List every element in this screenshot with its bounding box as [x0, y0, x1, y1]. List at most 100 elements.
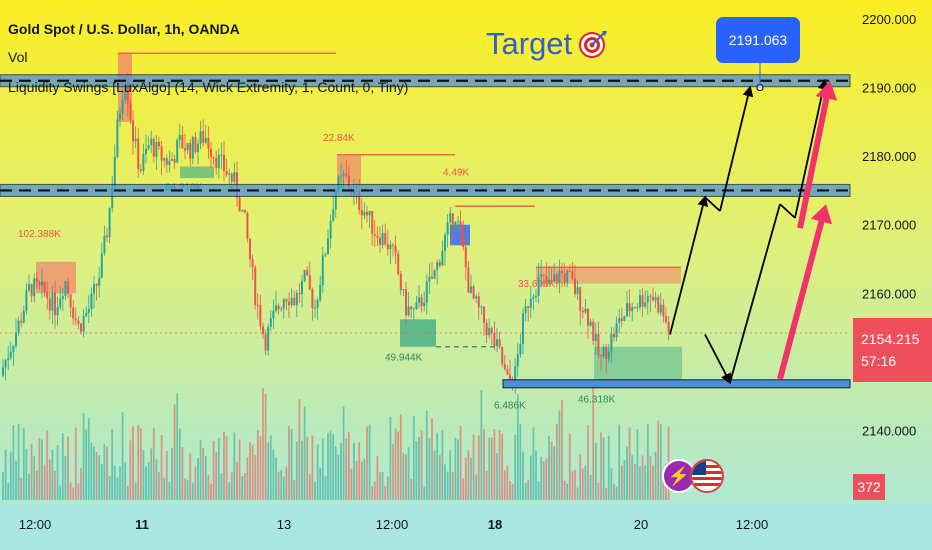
target-annotation: Target: [486, 26, 608, 62]
volume-bar: [363, 459, 366, 500]
volume-bar: [275, 457, 277, 500]
candle-body: [28, 284, 30, 291]
volume-bar: [64, 456, 67, 500]
candle-body: [74, 318, 77, 321]
candle-body: [363, 211, 366, 216]
candle-body: [368, 210, 371, 216]
candle-body: [80, 323, 82, 332]
candle-body: [233, 172, 236, 182]
volume-bar: [303, 406, 306, 500]
candle-body: [249, 238, 251, 260]
candle-body: [516, 354, 519, 367]
volume-bar: [111, 429, 114, 500]
candle-body: [420, 297, 423, 307]
candle-body: [15, 332, 17, 346]
candle-body: [379, 237, 381, 245]
volume-bar: [126, 486, 129, 500]
volume-bar: [602, 437, 605, 500]
y-axis-label: 2170.000: [862, 218, 916, 233]
candle-body: [303, 269, 306, 281]
candle-body: [490, 328, 493, 334]
volume-bar: [441, 430, 444, 500]
volume-bar: [410, 479, 413, 500]
candle-body: [20, 320, 23, 323]
volume-value-badge: 372: [853, 474, 885, 500]
candle-body: [558, 270, 561, 284]
volume-bar: [139, 428, 142, 500]
volume-bar: [524, 483, 527, 500]
volume-bar: [345, 438, 348, 500]
volume-bar: [269, 435, 272, 500]
volume-bar: [199, 439, 202, 500]
volume-bar: [215, 452, 218, 500]
time-axis-band: [0, 505, 932, 550]
volume-bar: [38, 438, 41, 500]
candle-body: [488, 328, 491, 336]
candle-body: [498, 339, 501, 347]
volume-bar: [389, 416, 392, 500]
candle-body: [41, 281, 43, 286]
volume-bar: [54, 470, 56, 500]
volume-bar: [563, 480, 566, 500]
candle-body: [373, 234, 376, 236]
candle-body: [178, 135, 181, 140]
volume-bar: [236, 462, 238, 500]
candle-body: [59, 298, 62, 308]
projection-arrows: [669, 78, 838, 385]
volume-bar: [535, 450, 537, 500]
volume-bar: [160, 435, 163, 500]
candle-body: [384, 232, 387, 245]
candle-body: [514, 366, 517, 386]
volume-bar: [4, 449, 7, 500]
candle-body: [475, 296, 478, 299]
volume-bar: [503, 470, 506, 500]
volume-bar: [558, 410, 561, 500]
economic-events[interactable]: ⚡: [662, 459, 724, 493]
volume-bar: [288, 425, 290, 500]
volume-bar: [550, 441, 553, 500]
candle-body: [594, 333, 597, 341]
candle-body: [415, 302, 418, 309]
volume-bar: [249, 442, 251, 500]
volume-bar: [545, 458, 548, 500]
candle-body: [54, 292, 56, 316]
y-axis-label: 2190.000: [862, 81, 916, 96]
volume-bar: [620, 465, 623, 500]
volume-bar: [306, 436, 309, 500]
volume-bar: [589, 474, 592, 500]
volume-bar: [197, 458, 199, 500]
volume-bar: [272, 449, 275, 500]
candle-body: [337, 176, 340, 192]
candle-body: [87, 309, 90, 313]
us-flag-graphic: [692, 461, 722, 491]
volume-bar: [100, 464, 103, 500]
candle-body: [462, 231, 465, 248]
candle-body: [163, 158, 166, 161]
volume-bar: [59, 485, 62, 500]
candle-body: [457, 221, 459, 223]
candle-body: [137, 138, 140, 170]
candle-body: [134, 138, 137, 142]
candle-body: [241, 209, 244, 212]
volume-bar: [607, 435, 610, 500]
volume-bar: [80, 468, 82, 500]
volume-bar: [74, 427, 77, 500]
candle-body: [275, 305, 277, 311]
candle-body: [423, 302, 426, 307]
candle-body: [38, 282, 41, 286]
volume-bar: [321, 438, 324, 500]
volume-bar: [142, 449, 145, 500]
candle-body: [264, 334, 267, 351]
target-price-callout[interactable]: 2191.063: [716, 17, 800, 63]
volume-bar: [633, 463, 636, 500]
us-flag-icon[interactable]: [690, 459, 724, 493]
volume-bar: [451, 471, 454, 500]
liquidity-label: 22.84K: [323, 133, 355, 144]
candle-body: [306, 269, 309, 275]
volume-bar: [241, 476, 244, 500]
candle-body: [61, 296, 64, 299]
volume-bar: [251, 444, 254, 500]
candle-body: [410, 306, 413, 310]
volume-bar: [459, 425, 462, 500]
